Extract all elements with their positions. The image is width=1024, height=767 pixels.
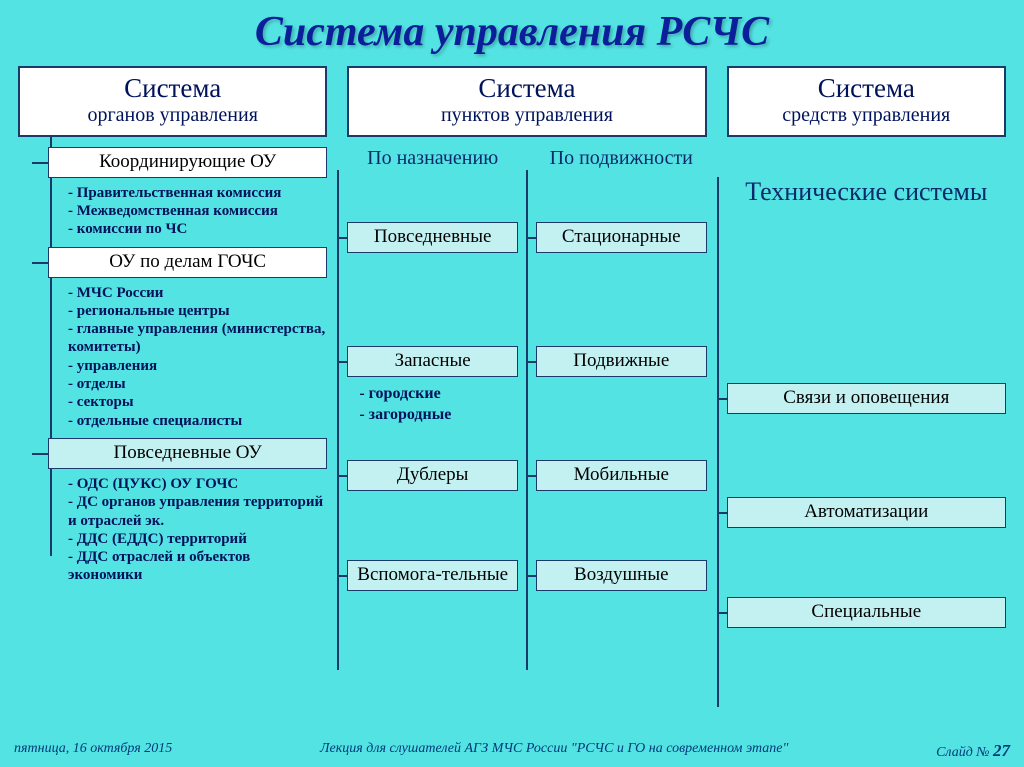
col2a-row: Запасные городскиезагородные xyxy=(347,346,518,434)
col1-header: Система органов управления xyxy=(18,66,327,137)
tree-tick xyxy=(338,575,348,577)
box-coord: Координирующие ОУ xyxy=(48,147,327,178)
bullet: управления xyxy=(68,357,327,375)
tree-tick xyxy=(338,475,348,477)
node-box: Автоматизации xyxy=(727,497,1006,528)
tech-title: Технические системы xyxy=(727,177,1006,207)
bullets-coord: Правительственная комиссия Межведомствен… xyxy=(68,184,327,239)
col2-inner: По назначению Повседневные Запасные городс… xyxy=(347,147,706,710)
node-box: Дублеры xyxy=(347,460,518,491)
bullet: отдельные специалисты xyxy=(68,412,327,430)
bullet: региональные центры xyxy=(68,302,327,320)
tree-tick xyxy=(32,262,48,264)
footer: пятница, 16 октября 2015 Лекция для слуш… xyxy=(0,741,1024,761)
node-box: Запасные xyxy=(347,346,518,377)
footer-slide-num: 27 xyxy=(993,741,1010,760)
tree-tick xyxy=(527,237,537,239)
bullet: Межведомственная комиссия xyxy=(68,202,327,220)
col1-header-small: органов управления xyxy=(24,104,321,127)
node-box: Специальные xyxy=(727,597,1006,628)
slide: Система управления РСЧС Система органов … xyxy=(0,0,1024,767)
col2a-row: Повседневные xyxy=(347,222,518,253)
group-coord: Координирующие ОУ Правительственная коми… xyxy=(18,147,327,239)
col2a-list: Повседневные Запасные городскиезагородные Д… xyxy=(347,170,518,710)
bullet: комиссии по ЧС xyxy=(68,220,327,238)
bullet: городские xyxy=(359,383,518,405)
tree-tick xyxy=(718,398,728,400)
col2-left: По назначению Повседневные Запасные городс… xyxy=(347,147,518,710)
tree-line xyxy=(717,177,719,707)
column-organs: Система органов управления Координирующи… xyxy=(18,66,327,593)
tree-line xyxy=(526,170,528,670)
col2b-row: Подвижные xyxy=(536,346,707,377)
tree-tick xyxy=(527,475,537,477)
col3-row: Связи и оповещения xyxy=(727,383,1006,414)
group-gochs: ОУ по делам ГОЧС МЧС России региональные… xyxy=(18,247,327,430)
tree-line xyxy=(337,170,339,670)
box-daily: Повседневные ОУ xyxy=(48,438,327,469)
column-points: Система пунктов управления По назначению… xyxy=(347,66,706,710)
tree-tick xyxy=(527,575,537,577)
col2-header-small: пунктов управления xyxy=(353,104,700,127)
node-box: Стационарные xyxy=(536,222,707,253)
col3-header-big: Система xyxy=(733,74,1000,104)
footer-date: пятница, 16 октября 2015 xyxy=(14,741,172,761)
bullet: ДС органов управления территорий и отрас… xyxy=(68,493,327,530)
bullets-daily: ОДС (ЦУКС) ОУ ГОЧС ДС органов управления… xyxy=(68,475,327,585)
node-box: Связи и оповещения xyxy=(727,383,1006,414)
bullet: секторы xyxy=(68,393,327,411)
col2b-list: Стационарные Подвижные Мобильные Воздушные xyxy=(536,170,707,710)
col3-header-small: средств управления xyxy=(733,104,1000,127)
col1-header-big: Система xyxy=(24,74,321,104)
node-box: Подвижные xyxy=(536,346,707,377)
node-box: Вспомога-тельные xyxy=(347,560,518,591)
col3-header: Система средств управления xyxy=(727,66,1006,137)
subhead-mobility: По подвижности xyxy=(536,147,707,170)
bullet: ДДС (ЕДДС) территорий xyxy=(68,530,327,548)
tree-tick xyxy=(338,361,348,363)
node-box: Воздушные xyxy=(536,560,707,591)
box-gochs: ОУ по делам ГОЧС xyxy=(48,247,327,278)
bullet: МЧС России xyxy=(68,284,327,302)
col2b-row: Воздушные xyxy=(536,560,707,591)
col2b-row: Стационарные xyxy=(536,222,707,253)
bullet: загородные xyxy=(359,404,518,426)
tree-tick xyxy=(32,162,48,164)
node-box: Мобильные xyxy=(536,460,707,491)
col2b-row: Мобильные xyxy=(536,460,707,491)
slide-title: Система управления РСЧС xyxy=(0,0,1024,66)
tree-tick xyxy=(32,453,48,455)
col2-header: Система пунктов управления xyxy=(347,66,706,137)
footer-slide: Слайд № 27 xyxy=(936,741,1010,761)
col3-list: Технические системы Связи и оповещения Ав… xyxy=(727,177,1006,737)
col3-row: Автоматизации xyxy=(727,497,1006,528)
bullet: ОДС (ЦУКС) ОУ ГОЧС xyxy=(68,475,327,493)
tree-tick xyxy=(718,512,728,514)
group-daily: Повседневные ОУ ОДС (ЦУКС) ОУ ГОЧС ДС ор… xyxy=(18,438,327,585)
tree-tick xyxy=(338,237,348,239)
col2a-row: Дублеры xyxy=(347,460,518,491)
col2a-row: Вспомога-тельные xyxy=(347,560,518,591)
footer-slide-label: Слайд № xyxy=(936,745,993,760)
bullet: главные управления (министерства, комите… xyxy=(68,320,327,357)
column-means: Система средств управления Технические с… xyxy=(727,66,1006,737)
col2-right: По подвижности Стационарные Подвижные Моби… xyxy=(536,147,707,710)
col3-row: Специальные xyxy=(727,597,1006,628)
footer-lecture: Лекция для слушателей АГЗ МЧС России "РС… xyxy=(320,741,788,761)
node-box: Повседневные xyxy=(347,222,518,253)
bullet: Правительственная комиссия xyxy=(68,184,327,202)
bullet: отделы xyxy=(68,375,327,393)
tree-tick xyxy=(527,361,537,363)
col2-header-big: Система xyxy=(353,74,700,104)
tree-tick xyxy=(718,612,728,614)
bullets-gochs: МЧС России региональные центры главные у… xyxy=(68,284,327,430)
sub-bullets: городскиезагородные xyxy=(359,383,518,426)
columns: Система органов управления Координирующи… xyxy=(0,66,1024,737)
subhead-purpose: По назначению xyxy=(347,147,518,170)
bullet: ДДС отраслей и объектов экономики xyxy=(68,548,327,585)
